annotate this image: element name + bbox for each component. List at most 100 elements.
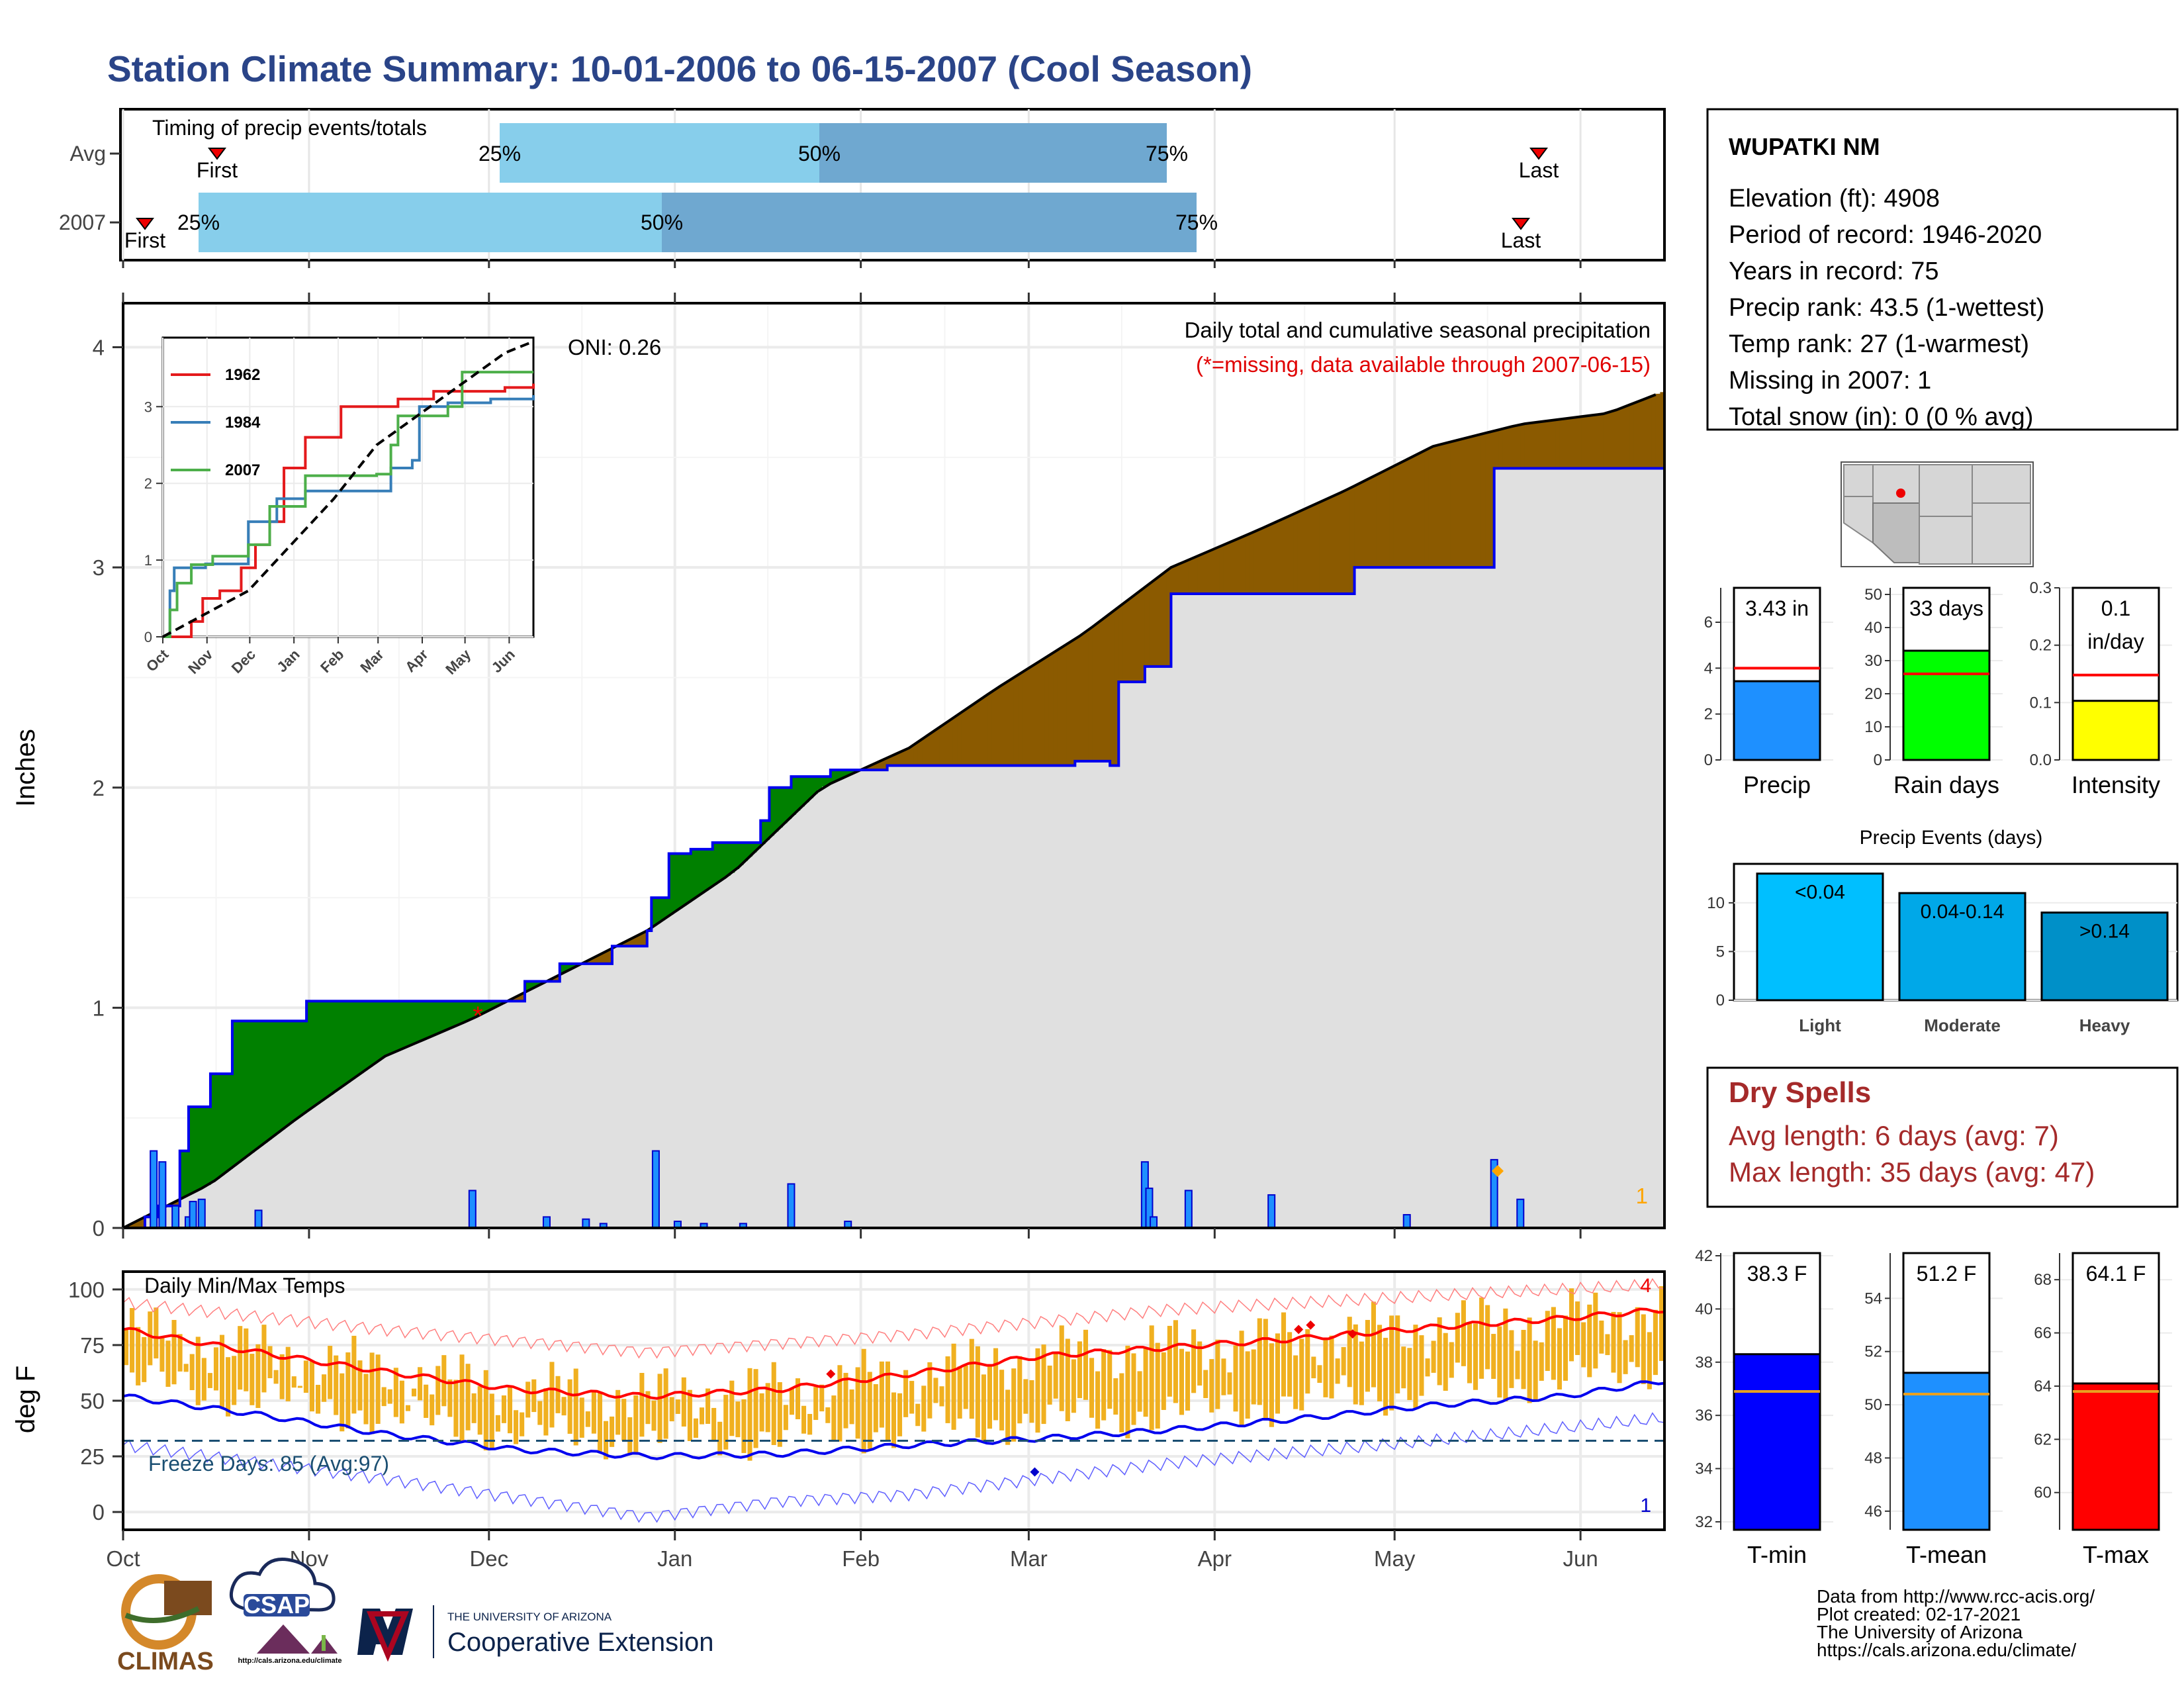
cumulative-difference-fill (1555, 419, 1561, 469)
daily-temp-bar (1539, 1342, 1544, 1381)
csap-logo-text: CSAP (244, 1591, 310, 1618)
cumulative-difference-fill (441, 1001, 447, 1031)
daily-temp-bar (1011, 1368, 1017, 1442)
cumulative-difference-fill (786, 787, 792, 820)
cumulative-difference-fill (341, 1001, 347, 1086)
cumulative-difference-fill (1577, 416, 1582, 469)
station-name: WUPATKI NM (1729, 133, 1880, 160)
daily-temp-bar (489, 1393, 494, 1449)
daily-temp-bar (1287, 1332, 1293, 1397)
cumulative-difference-fill (1542, 421, 1547, 469)
cumulative-difference-fill (808, 776, 814, 798)
cumulative-difference-fill (1564, 418, 1569, 469)
daily-temp-bar (1227, 1372, 1232, 1395)
cumulative-difference-fill (537, 981, 543, 985)
temp-line-record_min (122, 1412, 1665, 1523)
cumulative-difference-fill (974, 702, 979, 766)
mini-value-bar (1902, 649, 1991, 761)
dry-spells-max: Max length: 35 days (avg: 47) (1729, 1156, 2095, 1188)
cumulative-difference-fill (250, 1021, 255, 1153)
temp-line-avg_min (122, 1380, 1665, 1460)
cumulative-difference-fill (1647, 397, 1652, 469)
daily-temp-bar (1041, 1344, 1046, 1425)
timing-avg-first: First (197, 158, 238, 182)
cumulative-difference-fill (1275, 521, 1281, 594)
mini-chart-label: T-min (1747, 1541, 1807, 1568)
cumulative-difference-fill (668, 853, 674, 915)
cumulative-2007-line (123, 467, 1664, 1229)
daily-temp-bar (273, 1370, 279, 1384)
cumulative-difference-fill (821, 776, 827, 787)
daily-temp-bar (993, 1348, 999, 1421)
mini-ytick-label: 36 (1695, 1407, 1713, 1425)
daily-temp-bar (837, 1365, 842, 1442)
timing-avg-last-marker (1529, 148, 1548, 160)
cumulative-difference-fill (485, 1001, 490, 1011)
daily-temp-bar (1407, 1348, 1412, 1401)
daily-temp-bar (345, 1352, 351, 1429)
cumulative-difference-fill (664, 898, 670, 917)
daily-temp-bar (1629, 1335, 1634, 1362)
daily-temp-bar (1149, 1325, 1154, 1430)
daily-precip-bar (468, 1190, 477, 1229)
cumulative-difference-fill (1433, 445, 1438, 568)
daily-temp-bar (1269, 1343, 1274, 1427)
cumulative-difference-fill (1420, 451, 1425, 568)
daily-temp-bar (1515, 1350, 1520, 1380)
daily-temp-bar (693, 1418, 698, 1438)
cumulative-difference-fill (1013, 676, 1019, 766)
daily-temp-bar (981, 1374, 986, 1442)
daily-temp-bar (1617, 1312, 1622, 1383)
daily-temp-bar (297, 1385, 302, 1388)
temp-ytick-label: 25 (80, 1444, 105, 1469)
missing-data-marker: * (473, 1002, 483, 1031)
daily-temp-bar (567, 1379, 572, 1434)
daily-precip-bar (189, 1201, 197, 1229)
cumulative-avg-line (122, 393, 1657, 1229)
daily-temp-bar (561, 1397, 567, 1416)
cumulative-difference-fill (730, 842, 735, 873)
daily-temp-bar (1443, 1333, 1448, 1391)
mini-ytick-label: 30 (1864, 652, 1882, 670)
cumulative-difference-fill (572, 963, 578, 967)
cumulative-difference-fill (1206, 551, 1211, 594)
timing-avg-p50: 50% (798, 142, 841, 165)
daily-temp-bar (387, 1389, 392, 1404)
daily-temp-bar (183, 1364, 189, 1372)
cumulative-difference-fill (1166, 569, 1172, 667)
cumulative-difference-fill (420, 1001, 425, 1041)
cumulative-difference-fill (1337, 493, 1342, 594)
cumulative-difference-fill (193, 1107, 198, 1192)
mini-ytick-label: 32 (1695, 1513, 1713, 1531)
cumulative-difference-fill (712, 842, 717, 885)
cumulative-difference-fill (752, 842, 757, 853)
daily-temp-bar (418, 1367, 423, 1401)
cumulative-difference-fill (883, 759, 888, 771)
daily-temp-bar (1581, 1322, 1586, 1368)
month-axis-label: Dec (469, 1546, 508, 1571)
daily-temp-bar (471, 1393, 477, 1423)
daily-temp-bar (687, 1389, 692, 1441)
cumulative-difference-fill (747, 842, 752, 857)
mini-ytick-label: 10 (1864, 718, 1882, 736)
daily-temp-bar (915, 1403, 921, 1427)
inset-ytick-label: 2 (144, 475, 152, 492)
daily-precip-bar (1184, 1190, 1193, 1229)
cumulative-difference-fill (1175, 564, 1181, 594)
event-bar (2040, 912, 2169, 1002)
daily-temp-bar (1467, 1323, 1473, 1383)
timing-2007-first: First (124, 228, 165, 252)
cumulative-difference-fill (690, 849, 696, 900)
event-category-label: Moderate (1924, 1015, 2001, 1035)
daily-temp-bar (627, 1417, 633, 1456)
daily-temp-bar (1527, 1317, 1532, 1403)
station-temp-rank: Temp rank: 27 (1-warmest) (1729, 330, 2029, 358)
cumulative-difference-fill (1114, 608, 1119, 766)
daily-temp-bar (849, 1389, 854, 1425)
daily-temp-bar (375, 1354, 381, 1424)
events-ytick-label: 0 (1716, 992, 1725, 1009)
daily-temp-bar (453, 1380, 459, 1437)
cumulative-difference-fill (402, 1001, 408, 1048)
daily-temp-bar (789, 1387, 794, 1415)
cumulative-difference-fill (416, 1001, 421, 1043)
